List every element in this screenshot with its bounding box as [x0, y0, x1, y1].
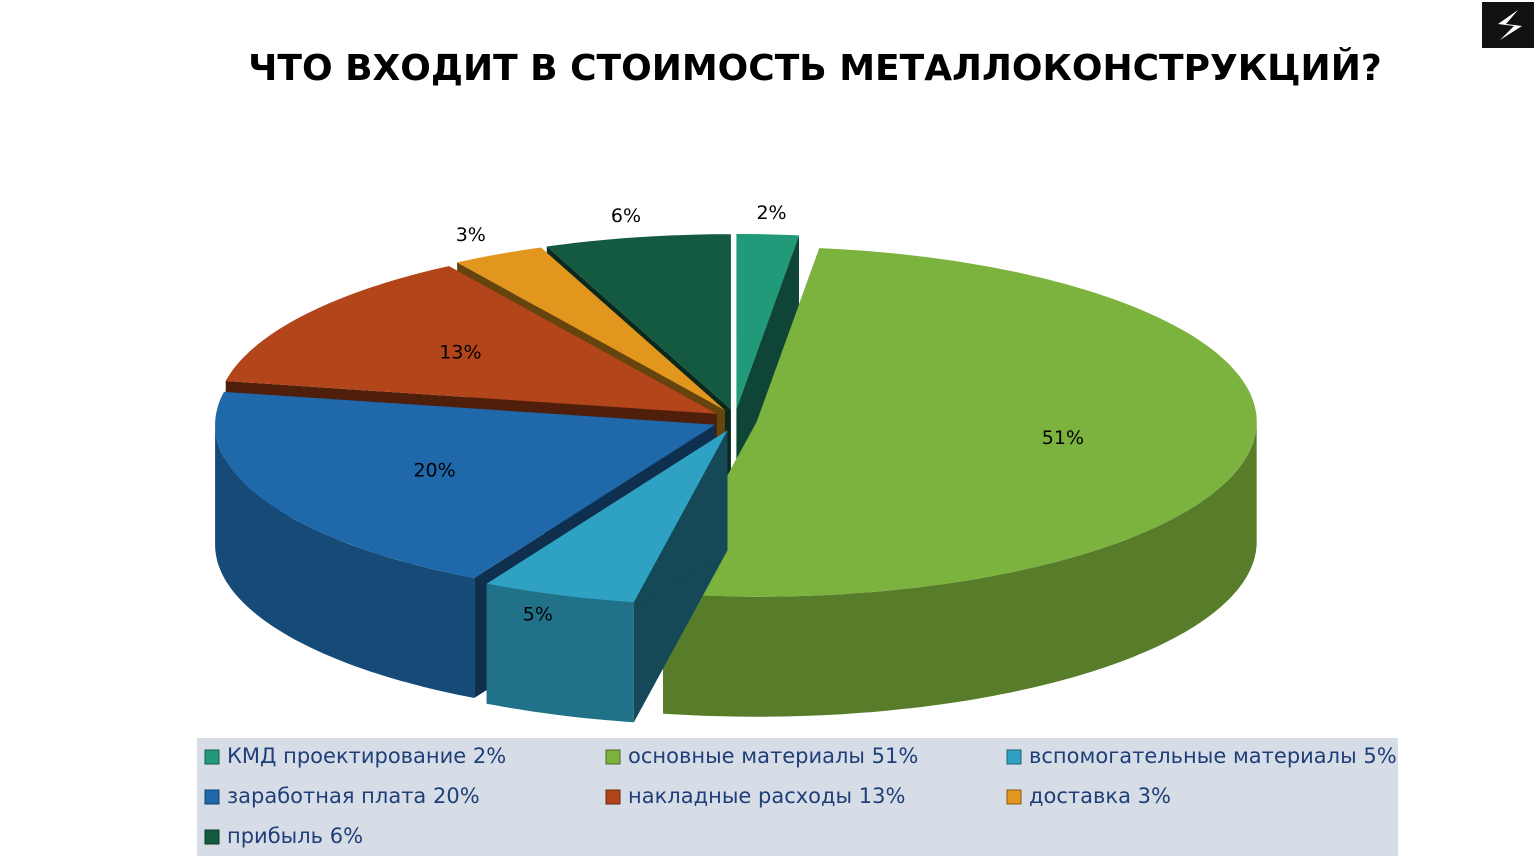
legend-label: основные материалы 51% — [628, 744, 918, 768]
data-label: 51% — [1042, 427, 1084, 449]
data-label: 20% — [413, 459, 455, 481]
legend-label: доставка 3% — [1029, 784, 1171, 808]
data-label: 6% — [611, 205, 641, 227]
legend-box — [197, 738, 1398, 856]
logo — [1482, 2, 1534, 48]
slice — [663, 248, 1257, 597]
slice — [736, 234, 799, 409]
slice — [546, 234, 731, 410]
legend-swatch — [1006, 749, 1022, 765]
data-label: 13% — [439, 341, 481, 363]
chart-title: ЧТО ВХОДИТ В СТОИМОСТЬ МЕТАЛЛОКОНСТРУКЦИ… — [248, 47, 1381, 89]
legend-swatch — [1006, 789, 1022, 805]
legend-label: вспомогательные материалы 5% — [1029, 744, 1397, 768]
slice — [225, 266, 717, 414]
slice — [486, 430, 728, 603]
data-label: 3% — [456, 224, 486, 246]
legend-label: накладные расходы 13% — [628, 784, 905, 808]
slice — [215, 391, 716, 578]
legend-label: прибыль 6% — [227, 824, 363, 848]
legend-swatch — [605, 789, 621, 805]
data-label: 5% — [523, 603, 553, 625]
slice — [457, 247, 725, 411]
legend-swatch — [605, 749, 621, 765]
legend-swatch — [204, 749, 220, 765]
pie: 2% 51% 5% 20% 13% 3% 6% — [215, 202, 1257, 723]
slice-wall — [215, 424, 475, 698]
legend: КМД проектирование 2% основные материалы … — [204, 744, 1397, 848]
data-label: 2% — [756, 202, 786, 224]
slice-wall — [663, 421, 1257, 717]
legend-swatch — [204, 829, 220, 845]
legend-label: заработная плата 20% — [227, 784, 480, 808]
legend-label: КМД проектирование 2% — [227, 744, 506, 768]
legend-swatch — [204, 789, 220, 805]
slice-wall — [486, 583, 634, 723]
